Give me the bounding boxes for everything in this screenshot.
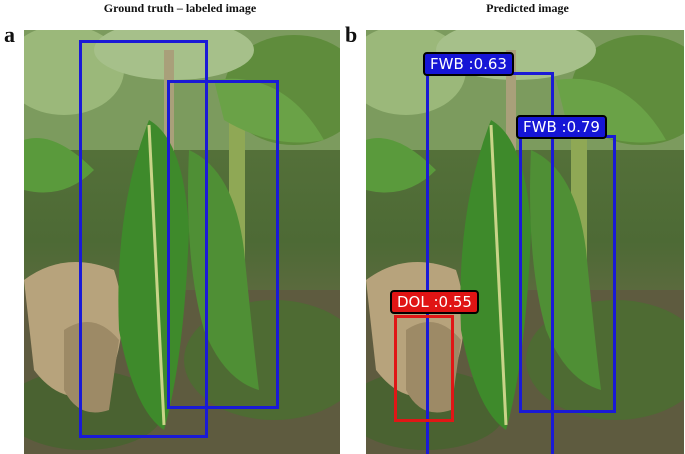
- ground-truth-photo: [24, 30, 340, 454]
- dol-box: [394, 315, 454, 422]
- right-panel-title: Predicted image: [486, 1, 569, 15]
- dol-label: DOL :0.55: [390, 290, 479, 314]
- fwb-label-2: FWB :0.79: [516, 115, 607, 139]
- ground-truth-box-2: [167, 80, 279, 409]
- left-panel-letter: a: [4, 22, 15, 47]
- ground-truth-box-1: [79, 40, 208, 438]
- fwb-box-2: [519, 135, 616, 413]
- predicted-photo: FWB :0.63 FWB :0.79 DOL :0.55: [366, 30, 684, 454]
- fwb-label-1: FWB :0.63: [423, 52, 514, 76]
- left-panel-title: Ground truth – labeled image: [103, 1, 257, 15]
- right-panel-letter: b: [345, 22, 358, 47]
- banana-plants-scene: [366, 30, 684, 454]
